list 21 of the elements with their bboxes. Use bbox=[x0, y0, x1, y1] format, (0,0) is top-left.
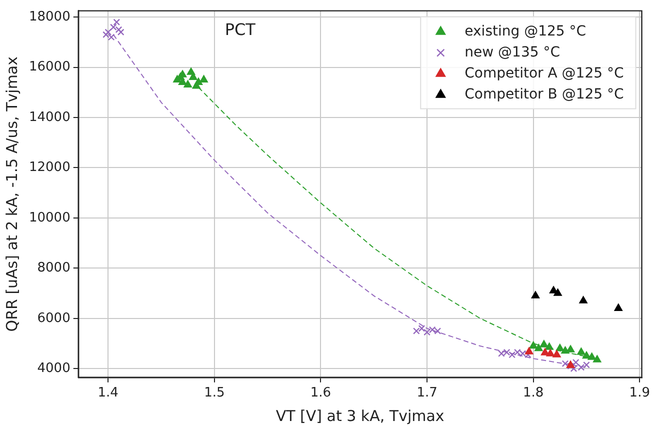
y-tick-label: 6000 bbox=[37, 310, 70, 326]
y-tick-label: 10000 bbox=[28, 210, 70, 226]
y-tick-label: 8000 bbox=[37, 260, 70, 276]
y-tick-label: 4000 bbox=[37, 360, 70, 376]
y-tick-label: 14000 bbox=[28, 110, 70, 125]
x-axis-title: VT [V] at 3 kA, Tvjmax bbox=[276, 406, 444, 425]
x-tick-label: 1.4 bbox=[98, 386, 118, 401]
x-tick-label: 1.6 bbox=[310, 386, 332, 401]
y-tick-label: 16000 bbox=[28, 60, 70, 75]
legend-label: new @135 °C bbox=[464, 44, 560, 60]
legend-label: Competitor B @125 °C bbox=[464, 86, 624, 102]
y-tick-label: 12000 bbox=[28, 160, 70, 176]
x-tick-label: 1.5 bbox=[204, 386, 225, 401]
x-tick-label: 1.9 bbox=[629, 386, 650, 401]
annotation: PCT bbox=[224, 20, 256, 39]
legend-label: Competitor A @125 °C bbox=[464, 65, 624, 82]
x-tick-label: 1.8 bbox=[522, 386, 544, 401]
y-axis-title: QRR [uAs] at 2 kA, -1.5 A/us, Tvjmax bbox=[2, 56, 21, 332]
x-tick-label: 1.7 bbox=[416, 386, 438, 401]
y-tick-label: 18000 bbox=[28, 9, 70, 24]
legend-label: existing @125 °C bbox=[464, 23, 586, 40]
